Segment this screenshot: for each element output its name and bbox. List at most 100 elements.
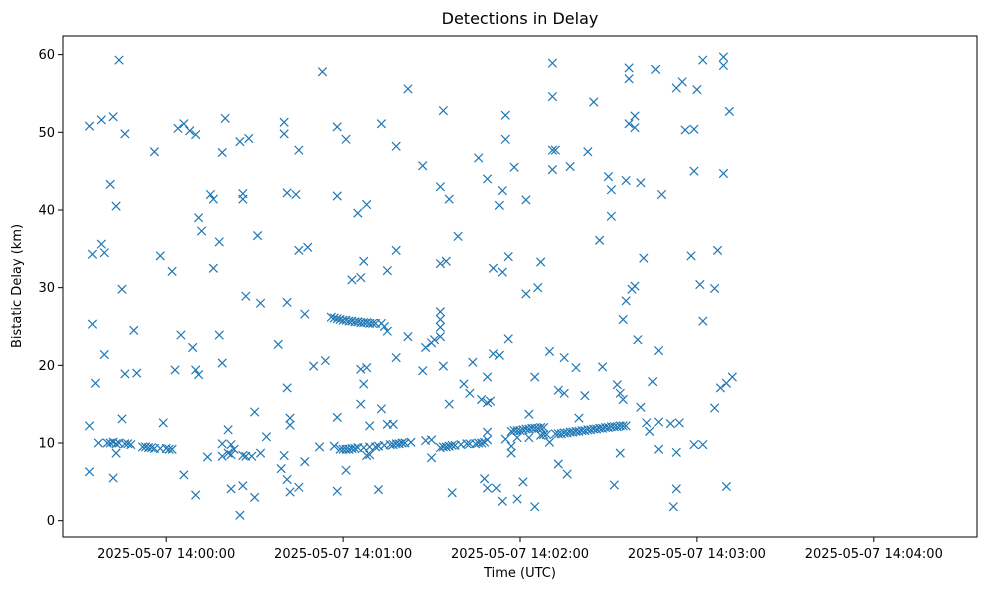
data-point bbox=[108, 473, 118, 483]
data-point bbox=[642, 418, 652, 428]
data-point bbox=[217, 358, 227, 368]
data-point bbox=[111, 201, 121, 211]
data-point bbox=[167, 444, 177, 454]
data-point bbox=[359, 379, 369, 389]
data-point bbox=[223, 425, 233, 435]
data-point bbox=[709, 283, 720, 294]
data-point bbox=[695, 279, 705, 290]
data-point bbox=[618, 394, 628, 405]
data-point bbox=[238, 194, 248, 204]
data-point bbox=[273, 339, 283, 349]
data-point bbox=[606, 211, 617, 221]
data-point bbox=[547, 164, 558, 175]
data-point bbox=[300, 309, 310, 319]
data-point bbox=[515, 425, 525, 436]
data-point bbox=[479, 474, 490, 484]
data-point bbox=[426, 453, 437, 463]
data-point bbox=[235, 137, 245, 147]
data-point bbox=[90, 378, 101, 388]
data-point bbox=[530, 502, 540, 512]
data-point bbox=[603, 171, 614, 182]
data-point bbox=[435, 307, 446, 317]
y-tick-label: 40 bbox=[38, 203, 55, 218]
data-point bbox=[255, 448, 266, 458]
data-point bbox=[468, 357, 478, 367]
data-point bbox=[123, 439, 133, 449]
data-point bbox=[282, 188, 292, 198]
data-point bbox=[238, 450, 248, 461]
data-point bbox=[238, 481, 248, 491]
data-point bbox=[482, 435, 493, 445]
data-point bbox=[126, 439, 136, 450]
y-tick-label: 30 bbox=[38, 281, 55, 296]
data-point bbox=[294, 245, 304, 256]
data-point bbox=[391, 141, 401, 151]
data-point bbox=[285, 420, 295, 430]
data-point bbox=[367, 318, 378, 329]
data-point bbox=[712, 245, 723, 256]
data-point bbox=[406, 437, 416, 447]
data-point bbox=[120, 129, 130, 139]
data-point bbox=[633, 335, 643, 345]
x-tick-label: 2025-05-07 14:03:00 bbox=[628, 547, 766, 562]
data-point bbox=[191, 130, 201, 140]
data-point bbox=[329, 441, 339, 451]
data-point bbox=[724, 106, 734, 116]
data-point bbox=[291, 189, 301, 200]
data-point bbox=[482, 483, 493, 493]
data-point bbox=[179, 470, 189, 480]
data-point bbox=[255, 298, 266, 308]
data-point bbox=[158, 418, 168, 428]
data-point bbox=[630, 281, 640, 291]
data-point bbox=[698, 439, 708, 450]
data-point bbox=[438, 361, 448, 371]
data-point bbox=[686, 251, 696, 261]
data-point bbox=[93, 438, 104, 448]
data-point bbox=[129, 325, 139, 336]
data-point bbox=[441, 442, 451, 452]
data-point bbox=[559, 352, 569, 363]
data-point bbox=[562, 469, 572, 479]
data-point bbox=[196, 226, 207, 236]
data-point bbox=[359, 256, 369, 266]
data-point bbox=[506, 448, 516, 458]
data-point bbox=[721, 481, 732, 492]
data-point bbox=[111, 439, 121, 449]
data-point bbox=[621, 175, 631, 186]
x-tick-label: 2025-05-07 14:04:00 bbox=[805, 547, 943, 562]
data-point bbox=[497, 185, 507, 196]
data-point bbox=[300, 457, 310, 467]
data-point bbox=[418, 161, 428, 171]
data-point bbox=[111, 448, 121, 458]
data-point bbox=[382, 326, 392, 336]
y-tick-label: 10 bbox=[38, 437, 55, 452]
data-point bbox=[362, 199, 372, 210]
data-point bbox=[500, 434, 510, 444]
data-point bbox=[223, 448, 233, 458]
data-point bbox=[718, 168, 729, 179]
data-point bbox=[718, 52, 729, 62]
data-point bbox=[235, 510, 245, 520]
data-point bbox=[503, 334, 513, 344]
data-point bbox=[538, 422, 549, 433]
data-point bbox=[226, 439, 236, 450]
data-point bbox=[435, 314, 446, 325]
data-point bbox=[453, 231, 463, 242]
data-point bbox=[341, 134, 351, 144]
data-point bbox=[656, 189, 667, 200]
data-point bbox=[185, 126, 195, 136]
data-point bbox=[477, 438, 487, 448]
data-point bbox=[403, 84, 413, 94]
data-point bbox=[618, 314, 628, 325]
data-point bbox=[397, 438, 407, 448]
data-point bbox=[279, 129, 289, 139]
data-point bbox=[559, 388, 569, 398]
data-point bbox=[533, 283, 543, 293]
data-point bbox=[217, 439, 227, 449]
data-point bbox=[698, 316, 708, 326]
data-point bbox=[418, 366, 428, 376]
data-point bbox=[250, 407, 260, 417]
data-point bbox=[379, 321, 389, 332]
data-point bbox=[444, 194, 454, 204]
